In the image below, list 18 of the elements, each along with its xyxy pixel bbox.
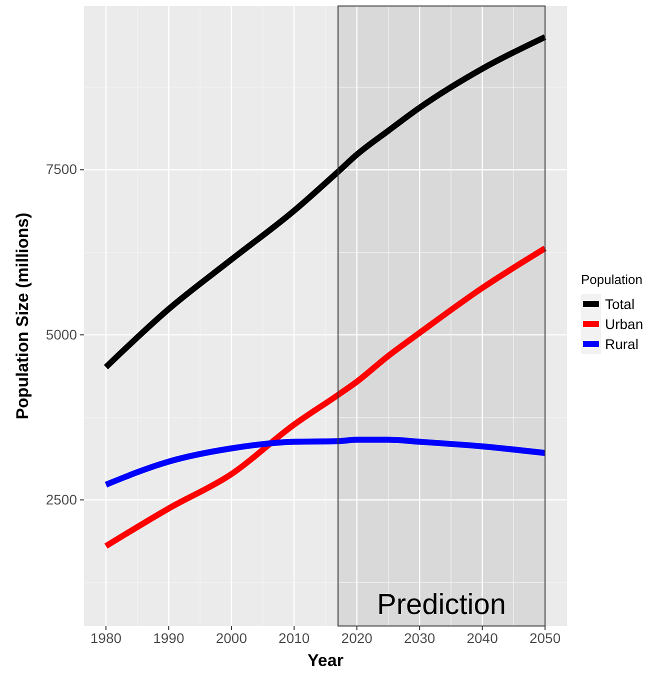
x-axis-title: Year [308,651,344,670]
band-label: Prediction [377,589,506,621]
x-tick-label: 1980 [90,630,122,646]
legend-label: Rural [605,336,638,352]
x-tick-label: 2010 [278,630,310,646]
y-axis-title: Population Size (millions) [13,212,32,420]
legend-label: Urban [605,316,644,332]
legend-label: Total [605,296,635,312]
x-tick-label: 2040 [466,630,498,646]
y-tick-label: 7500 [46,161,78,178]
y-tick-label: 5000 [46,326,78,342]
legend-title: Population [581,272,642,287]
x-tick-label: 2000 [216,630,248,646]
x-tick-label: 2020 [341,630,373,646]
y-tick-label: 2500 [46,491,78,508]
x-tick-label: 2050 [529,630,561,646]
x-tick-label: 2030 [404,630,436,646]
x-tick-label: 1990 [153,630,184,646]
